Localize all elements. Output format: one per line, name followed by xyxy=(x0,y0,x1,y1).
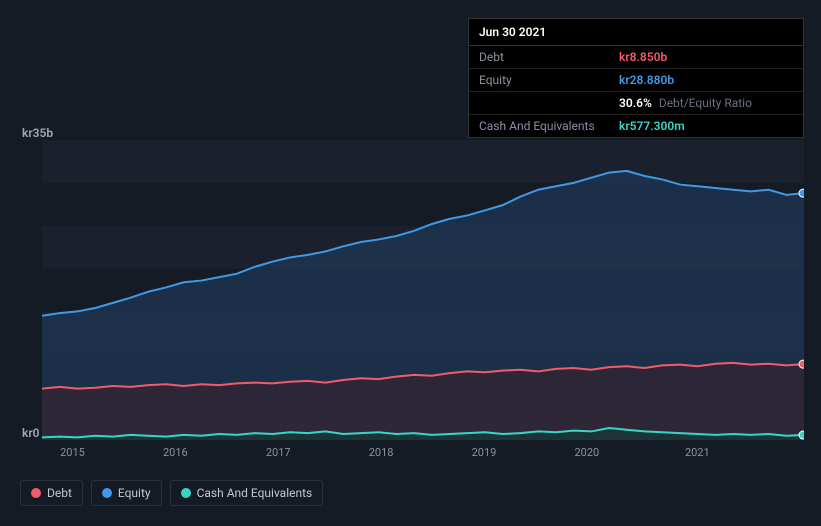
tooltip-date: Jun 30 2021 xyxy=(469,19,803,46)
legend-item-cash[interactable]: Cash And Equivalents xyxy=(170,480,324,506)
tooltip-label: Debt xyxy=(479,50,599,64)
legend-label: Cash And Equivalents xyxy=(197,486,313,500)
tooltip-label xyxy=(479,96,599,110)
x-axis-label: 2019 xyxy=(472,446,497,459)
y-axis-label: kr0 xyxy=(22,426,40,440)
x-axis-label: 2015 xyxy=(60,446,85,459)
chart-tooltip: Jun 30 2021 Debt kr8.850b Equity kr28.880b 3… xyxy=(468,18,804,138)
series-end-marker-equity xyxy=(799,189,804,197)
tooltip-value: kr8.850b xyxy=(619,50,667,64)
tooltip-row: Debt kr8.850b xyxy=(469,46,803,69)
tooltip-value: 30.6% Debt/Equity Ratio xyxy=(619,96,752,110)
x-axis-label: 2017 xyxy=(266,446,291,459)
x-axis-label: 2016 xyxy=(163,446,188,459)
chart-container: { "tooltip": { "x": 468, "y": 18, "width… xyxy=(0,0,821,526)
legend-dot-icon xyxy=(181,488,191,498)
legend: Debt Equity Cash And Equivalents xyxy=(20,480,323,506)
tooltip-secondary: Debt/Equity Ratio xyxy=(656,96,752,110)
tooltip-value: kr577.300m xyxy=(619,119,685,133)
legend-dot-icon xyxy=(31,488,41,498)
area-chart[interactable] xyxy=(42,140,804,440)
x-axis-label: 2018 xyxy=(369,446,394,459)
tooltip-label: Cash And Equivalents xyxy=(479,119,599,133)
tooltip-value: kr28.880b xyxy=(619,73,674,87)
legend-label: Debt xyxy=(47,486,72,500)
tooltip-row: Cash And Equivalents kr577.300m xyxy=(469,115,803,137)
series-end-marker-cash xyxy=(799,431,804,439)
y-axis-label: kr35b xyxy=(22,126,53,140)
tooltip-row: Equity kr28.880b xyxy=(469,69,803,92)
legend-item-debt[interactable]: Debt xyxy=(20,480,83,506)
x-axis-label: 2021 xyxy=(685,446,710,459)
tooltip-label: Equity xyxy=(479,73,599,87)
x-axis-label: 2020 xyxy=(574,446,599,459)
legend-dot-icon xyxy=(102,488,112,498)
legend-item-equity[interactable]: Equity xyxy=(91,480,162,506)
tooltip-row: 30.6% Debt/Equity Ratio xyxy=(469,92,803,115)
legend-label: Equity xyxy=(118,486,151,500)
series-end-marker-debt xyxy=(799,360,804,368)
